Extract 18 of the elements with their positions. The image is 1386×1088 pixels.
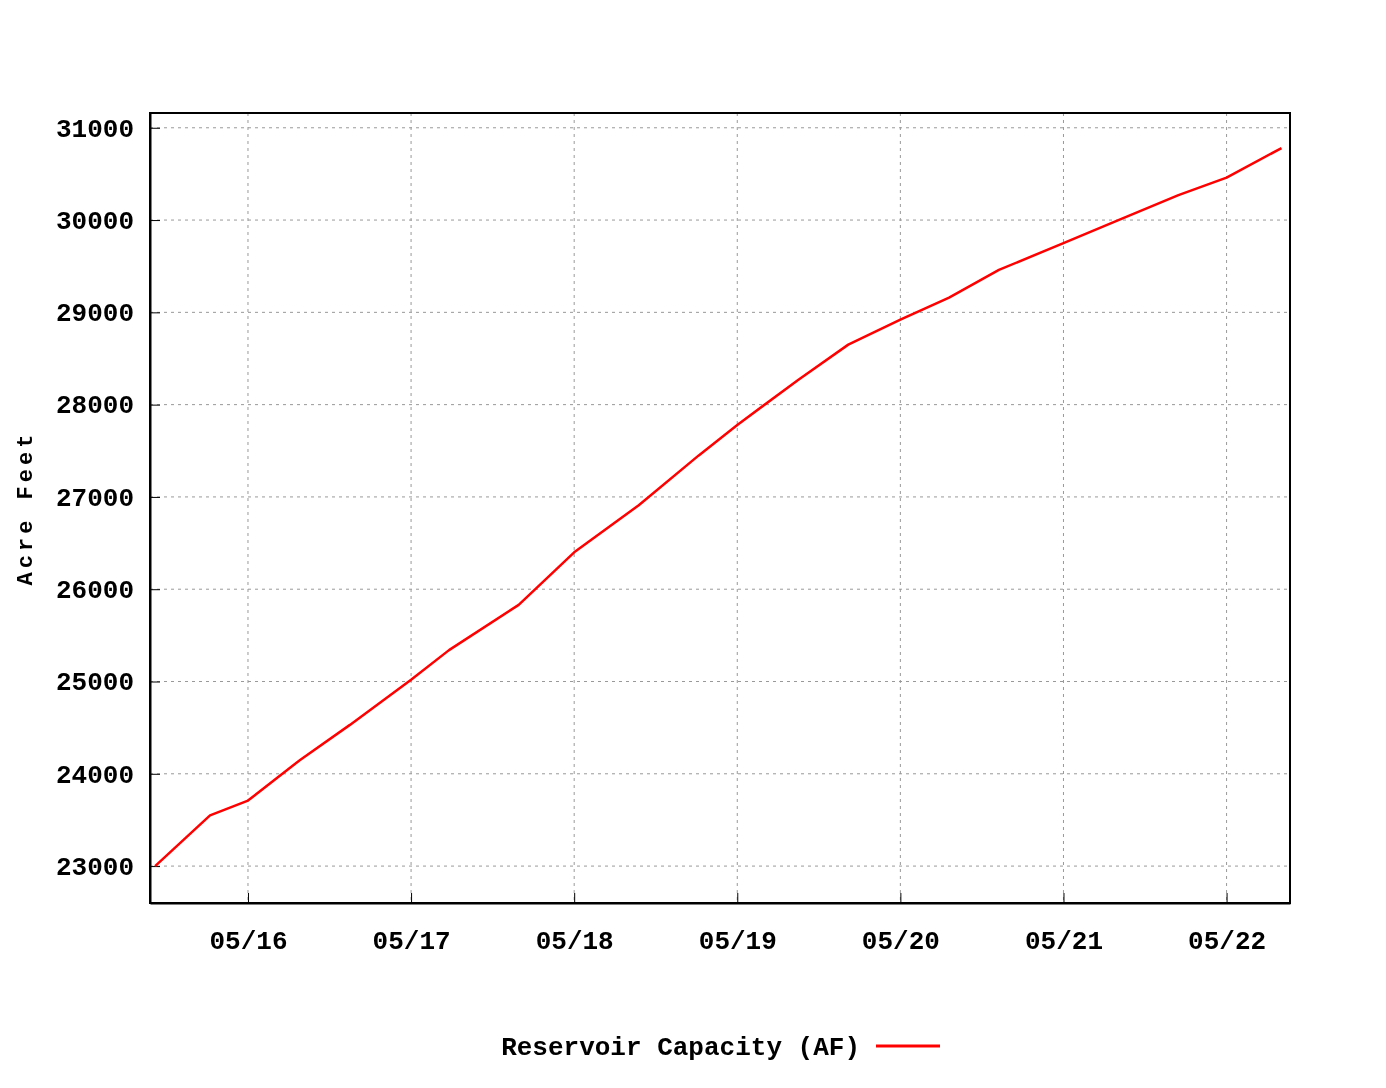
- x-tick-label: 05/17: [372, 927, 451, 958]
- y-tick-label: 29000: [55, 299, 134, 330]
- y-tick-label: 31000: [55, 114, 134, 145]
- y-tick-label: 25000: [55, 668, 134, 699]
- y-tick-label: 26000: [55, 576, 134, 607]
- y-tick-label: 23000: [55, 852, 134, 883]
- x-tick-label: 05/20: [861, 927, 940, 958]
- x-tick-label: 05/18: [535, 927, 614, 958]
- x-tick-label: 05/22: [1188, 927, 1267, 958]
- legend-label: Reservoir Capacity (AF): [501, 1033, 860, 1063]
- y-axis-title: Acre Feet: [14, 430, 39, 586]
- y-tick-label: 27000: [55, 483, 134, 514]
- y-tick-label: 30000: [55, 206, 134, 237]
- x-tick-label: 05/19: [698, 927, 777, 958]
- x-tick-label: 05/16: [209, 927, 288, 958]
- y-tick-label: 24000: [55, 760, 134, 791]
- x-tick-label: 05/21: [1024, 927, 1103, 958]
- y-tick-label: 28000: [55, 391, 134, 422]
